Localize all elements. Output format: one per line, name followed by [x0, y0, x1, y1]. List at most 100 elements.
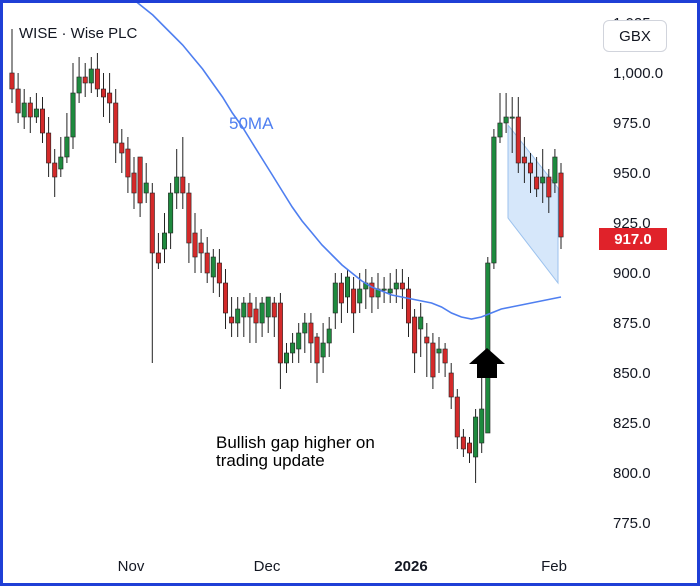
candle-body — [119, 142, 125, 154]
candle-body — [332, 282, 338, 314]
candle-body — [527, 162, 533, 174]
channel-area — [507, 123, 559, 285]
y-tick-label: 975.0 — [613, 115, 651, 132]
gap-annotation: Bullish gap higher on trading update — [216, 433, 375, 470]
candle-body — [192, 232, 198, 258]
candle-body — [369, 282, 375, 298]
price-tag-label: 917.0 — [614, 231, 652, 248]
candle-body — [424, 336, 430, 344]
candle-body — [39, 108, 45, 134]
candle-body — [448, 372, 454, 398]
candle-body — [381, 288, 387, 291]
currency-button[interactable]: GBX — [603, 20, 667, 52]
candle-body — [326, 328, 332, 344]
candle-body — [290, 342, 296, 354]
candle-body — [131, 172, 137, 194]
candle-body — [21, 102, 27, 118]
symbol-title: WISE · Wise PLC — [19, 25, 138, 42]
candle-body — [235, 308, 241, 324]
y-tick-label: 900.0 — [613, 265, 651, 282]
candle-body — [204, 252, 210, 274]
candle-body — [466, 442, 472, 454]
up-arrow-icon — [469, 348, 505, 378]
candle-body — [473, 416, 479, 458]
candle-body — [70, 92, 76, 138]
candle-body — [436, 348, 442, 354]
y-tick-label: 950.0 — [613, 165, 651, 182]
candle-body — [271, 302, 277, 318]
x-tick-label: 2026 — [394, 558, 427, 575]
candle-body — [515, 116, 521, 164]
candle-body — [143, 182, 149, 194]
candle-body — [277, 302, 283, 364]
candle-body — [296, 332, 302, 350]
candle-body — [418, 316, 424, 330]
candle-body — [186, 192, 192, 244]
candle-body — [399, 282, 405, 290]
candle-body — [491, 136, 497, 264]
candle-body — [540, 176, 546, 184]
candle-body — [216, 262, 222, 284]
candle-body — [15, 88, 21, 114]
candle-body — [308, 322, 314, 344]
y-tick-label: 1,000.0 — [613, 65, 663, 82]
candle-body — [94, 68, 100, 90]
candle-body — [9, 72, 15, 90]
candle-body — [82, 76, 88, 84]
candle-body — [88, 68, 94, 84]
candle-body — [52, 162, 58, 178]
candle-body — [223, 282, 229, 314]
price-tag — [599, 228, 667, 250]
candle-body — [344, 276, 350, 298]
candle-body — [174, 176, 180, 194]
candle-body — [180, 176, 186, 194]
candle-body — [253, 308, 259, 324]
candle-body — [454, 396, 460, 438]
candle-body — [137, 156, 143, 204]
candle-body — [351, 288, 357, 314]
candle-body — [460, 436, 466, 450]
y-tick-label: 825.0 — [613, 415, 651, 432]
candle-body — [101, 88, 107, 98]
y-tick-label: 850.0 — [613, 365, 651, 382]
ma-label: 50MA — [229, 114, 274, 133]
candle-body — [113, 102, 119, 144]
candle-body — [229, 316, 235, 324]
x-tick-label: Dec — [254, 558, 281, 575]
candle-body — [497, 122, 503, 138]
price-chart: 50MA775.0800.0825.0850.0875.0900.0925.09… — [9, 3, 667, 575]
candle-body — [430, 342, 436, 378]
candle-body — [393, 282, 399, 290]
candle-body — [442, 348, 448, 364]
candle-body — [521, 156, 527, 164]
ma-line — [136, 3, 562, 320]
candle-body — [509, 116, 515, 119]
candle-body — [314, 336, 320, 364]
candle-body — [412, 316, 418, 354]
candle-body — [320, 342, 326, 358]
candle-body — [107, 92, 113, 104]
candle-body — [405, 288, 411, 324]
candle-body — [558, 172, 564, 238]
candle-body — [283, 352, 289, 364]
candle-body — [149, 192, 155, 254]
candle-body — [58, 156, 64, 170]
candle-body — [259, 302, 265, 324]
candle-body — [338, 282, 344, 304]
candle-body — [357, 288, 363, 304]
candle-body — [210, 256, 216, 278]
candle-body — [33, 108, 39, 118]
candle-body — [265, 296, 271, 318]
y-tick-label: 800.0 — [613, 465, 651, 482]
candle-body — [241, 302, 247, 318]
candle-body — [27, 102, 33, 118]
candle-body — [46, 132, 52, 164]
candle-body — [503, 116, 509, 124]
candle-body — [125, 148, 131, 178]
candle-body — [198, 242, 204, 254]
candle-body — [552, 156, 558, 184]
x-tick-label: Nov — [118, 558, 145, 575]
candle-body — [534, 176, 540, 190]
candle-body — [546, 176, 552, 198]
